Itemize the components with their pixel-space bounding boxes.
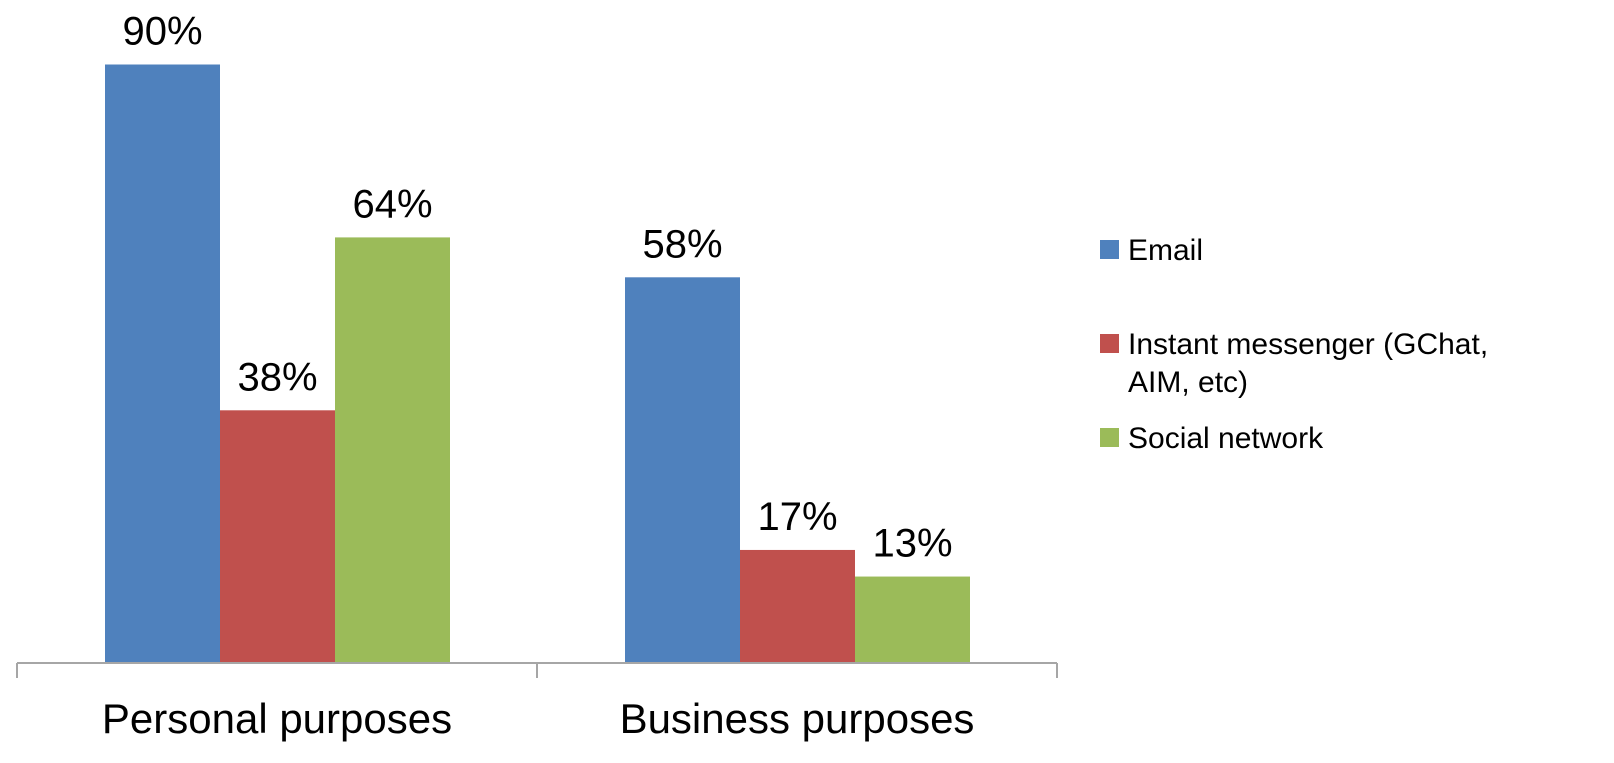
legend-label-social-network: Social network <box>1128 422 1324 455</box>
data-label-business-email: 58% <box>642 222 722 266</box>
legend: Email Instant messenger (GChat, AIM, etc… <box>1100 234 1488 455</box>
data-label-personal-email: 90% <box>122 10 202 54</box>
bar-personal-email <box>105 64 220 663</box>
data-label-business-social-network: 13% <box>872 522 952 566</box>
bars-group <box>105 64 970 663</box>
bar-business-email <box>625 277 740 663</box>
bar-business-social-network <box>855 576 970 663</box>
legend-swatch-social-network <box>1100 428 1119 447</box>
data-label-personal-instant-messenger: 38% <box>237 355 317 399</box>
bar-business-instant-messenger <box>740 549 855 663</box>
legend-swatch-instant-messenger <box>1100 334 1119 353</box>
x-axis: Personal purposes Business purposes <box>16 662 1058 742</box>
data-labels-group: 90% 38% 64% 58% 17% 13% <box>122 10 952 566</box>
legend-label-instant-messenger-line1: Instant messenger (GChat, <box>1128 328 1488 361</box>
x-tick-label-business: Business purposes <box>620 695 975 742</box>
data-label-business-instant-messenger: 17% <box>757 495 837 539</box>
legend-swatch-email <box>1100 240 1119 259</box>
data-label-personal-social-network: 64% <box>352 182 432 226</box>
bar-personal-social-network <box>335 237 450 663</box>
x-tick-label-personal: Personal purposes <box>102 695 452 742</box>
legend-label-instant-messenger-line2: AIM, etc) <box>1128 366 1248 399</box>
bar-personal-instant-messenger <box>220 410 335 663</box>
legend-label-email: Email <box>1128 234 1203 267</box>
